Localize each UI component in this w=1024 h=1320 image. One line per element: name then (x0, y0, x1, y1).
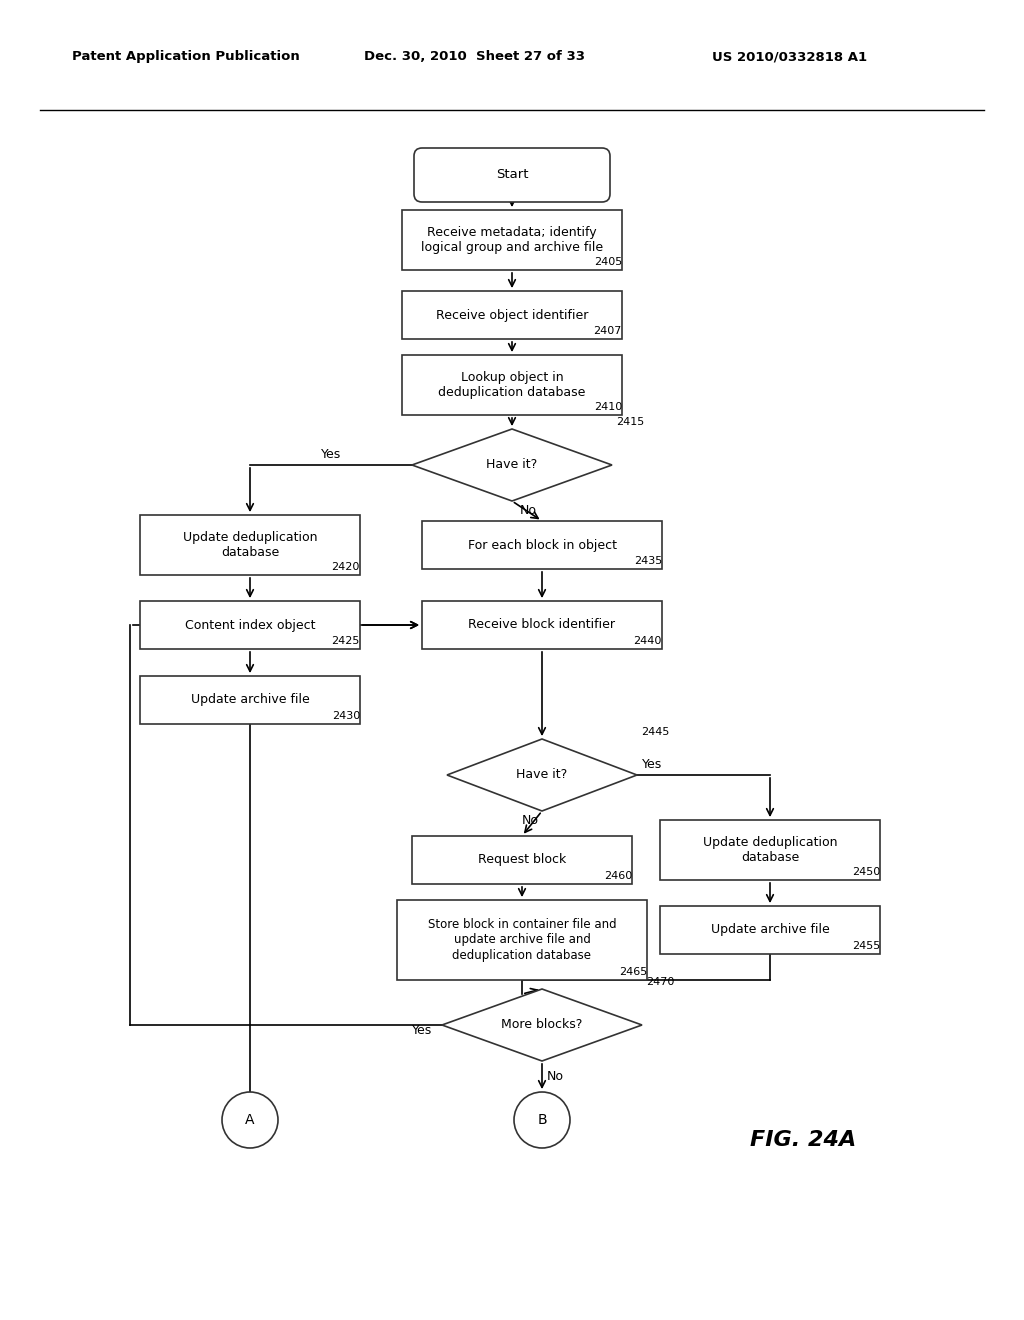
Text: 2425: 2425 (332, 636, 360, 645)
FancyBboxPatch shape (397, 900, 647, 979)
Text: 2470: 2470 (646, 977, 675, 987)
Circle shape (222, 1092, 278, 1148)
Text: Have it?: Have it? (516, 768, 567, 781)
Text: Update deduplication
database: Update deduplication database (702, 836, 838, 865)
Text: 2407: 2407 (594, 326, 622, 337)
Text: FIG. 24A: FIG. 24A (750, 1130, 856, 1150)
Text: Receive metadata; identify
logical group and archive file: Receive metadata; identify logical group… (421, 226, 603, 253)
Circle shape (514, 1092, 570, 1148)
FancyBboxPatch shape (402, 355, 622, 414)
Text: 2455: 2455 (852, 941, 880, 950)
Text: Lookup object in
deduplication database: Lookup object in deduplication database (438, 371, 586, 399)
Text: 2445: 2445 (641, 727, 670, 737)
FancyBboxPatch shape (422, 601, 662, 649)
Polygon shape (447, 739, 637, 810)
Text: 2460: 2460 (604, 871, 632, 880)
Text: Content index object: Content index object (184, 619, 315, 631)
Text: 2465: 2465 (618, 968, 647, 977)
FancyBboxPatch shape (422, 521, 662, 569)
FancyBboxPatch shape (140, 515, 360, 576)
Text: No: No (547, 1069, 564, 1082)
Text: No: No (520, 504, 537, 517)
Polygon shape (412, 429, 612, 502)
FancyBboxPatch shape (402, 290, 622, 339)
Text: Update archive file: Update archive file (190, 693, 309, 706)
Polygon shape (442, 989, 642, 1061)
Text: Update deduplication
database: Update deduplication database (182, 531, 317, 558)
Text: Yes: Yes (642, 759, 663, 771)
Text: No: No (522, 814, 539, 828)
FancyBboxPatch shape (660, 820, 880, 880)
Text: 2405: 2405 (594, 257, 622, 267)
Text: 2450: 2450 (852, 867, 880, 876)
FancyBboxPatch shape (414, 148, 610, 202)
Text: 2440: 2440 (634, 636, 662, 645)
Text: B: B (538, 1113, 547, 1127)
FancyBboxPatch shape (402, 210, 622, 271)
Text: 2410: 2410 (594, 403, 622, 412)
Text: Receive block identifier: Receive block identifier (469, 619, 615, 631)
Text: Receive object identifier: Receive object identifier (436, 309, 588, 322)
Text: Request block: Request block (478, 854, 566, 866)
Text: 2430: 2430 (332, 711, 360, 721)
Text: Dec. 30, 2010  Sheet 27 of 33: Dec. 30, 2010 Sheet 27 of 33 (364, 50, 585, 63)
Text: US 2010/0332818 A1: US 2010/0332818 A1 (712, 50, 866, 63)
FancyBboxPatch shape (140, 601, 360, 649)
Text: More blocks?: More blocks? (502, 1019, 583, 1031)
Text: 2415: 2415 (616, 417, 644, 426)
Text: Yes: Yes (321, 449, 341, 462)
FancyBboxPatch shape (412, 836, 632, 884)
Text: Start: Start (496, 169, 528, 181)
Text: Patent Application Publication: Patent Application Publication (72, 50, 299, 63)
Text: A: A (246, 1113, 255, 1127)
FancyBboxPatch shape (660, 906, 880, 954)
Text: 2435: 2435 (634, 556, 662, 566)
FancyBboxPatch shape (140, 676, 360, 723)
Text: Have it?: Have it? (486, 458, 538, 471)
Text: For each block in object: For each block in object (468, 539, 616, 552)
Text: Update archive file: Update archive file (711, 924, 829, 936)
Text: Store block in container file and
update archive file and
deduplication database: Store block in container file and update… (428, 919, 616, 961)
Text: 2420: 2420 (332, 562, 360, 572)
Text: Yes: Yes (412, 1023, 432, 1036)
